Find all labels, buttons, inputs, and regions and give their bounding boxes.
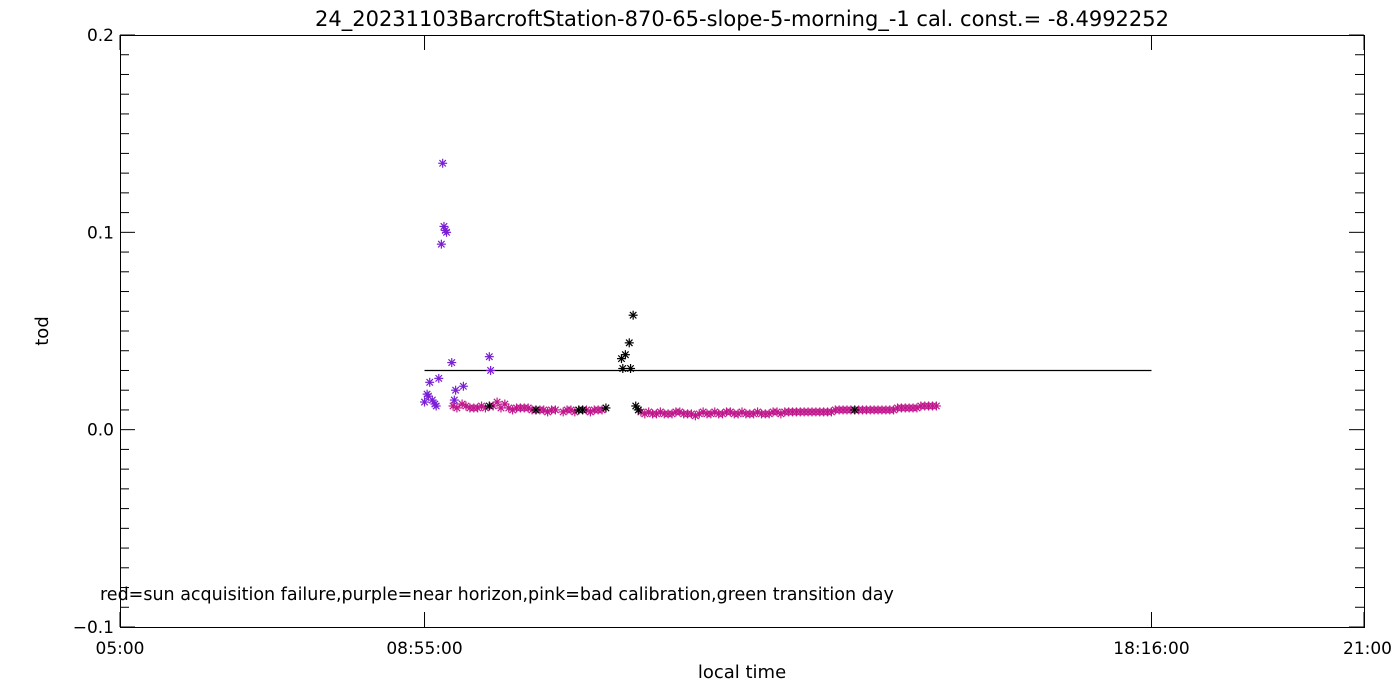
data-point [601,403,611,413]
y-tick-label: 0.1 [87,223,114,243]
x-tick-label: 18:16:00 [1113,639,1189,659]
data-point [626,363,636,373]
data-point [484,401,494,411]
chart-title: 24_20231103BarcroftStation-870-65-slope-… [315,7,1169,32]
data-point [531,405,541,415]
data-point [633,405,643,415]
data-point [431,401,441,411]
data-point [447,358,457,368]
data-point [550,405,560,415]
data-point [449,395,459,405]
annotation-text: red=sun acquisition failure,purple=near … [100,585,894,605]
data-point [434,373,444,383]
data-point [628,310,638,320]
data-point [570,407,580,417]
data-point [436,239,446,249]
data-point [850,405,860,415]
data-point [484,352,494,362]
data-point [451,385,461,395]
plot-frame [120,35,1365,628]
x-tick-label: 21:00 [1343,639,1392,659]
data-point [452,403,462,413]
x-tick-label: 05:00 [96,639,145,659]
data-point [710,407,720,417]
y-tick-label: 0.2 [87,26,114,46]
data-point [486,365,496,375]
data-point [438,158,448,168]
x-axis-label: local time [698,662,786,683]
data-point [420,397,430,407]
data-point [457,399,467,409]
data-point [737,407,747,417]
data-point [618,363,628,373]
data-point [492,397,502,407]
data-point [733,409,743,419]
data-point [477,401,487,411]
data-point [931,401,941,411]
data-point [442,227,452,237]
y-tick-label: −0.1 [73,618,114,638]
x-tick-label: 08:55:00 [386,639,462,659]
data-point [620,350,630,360]
y-tick-label: 0.0 [87,421,114,441]
data-point [458,381,468,391]
y-axis-label: tod [32,316,53,346]
data-point [578,405,588,415]
data-point [624,338,634,348]
data-point [425,377,435,387]
